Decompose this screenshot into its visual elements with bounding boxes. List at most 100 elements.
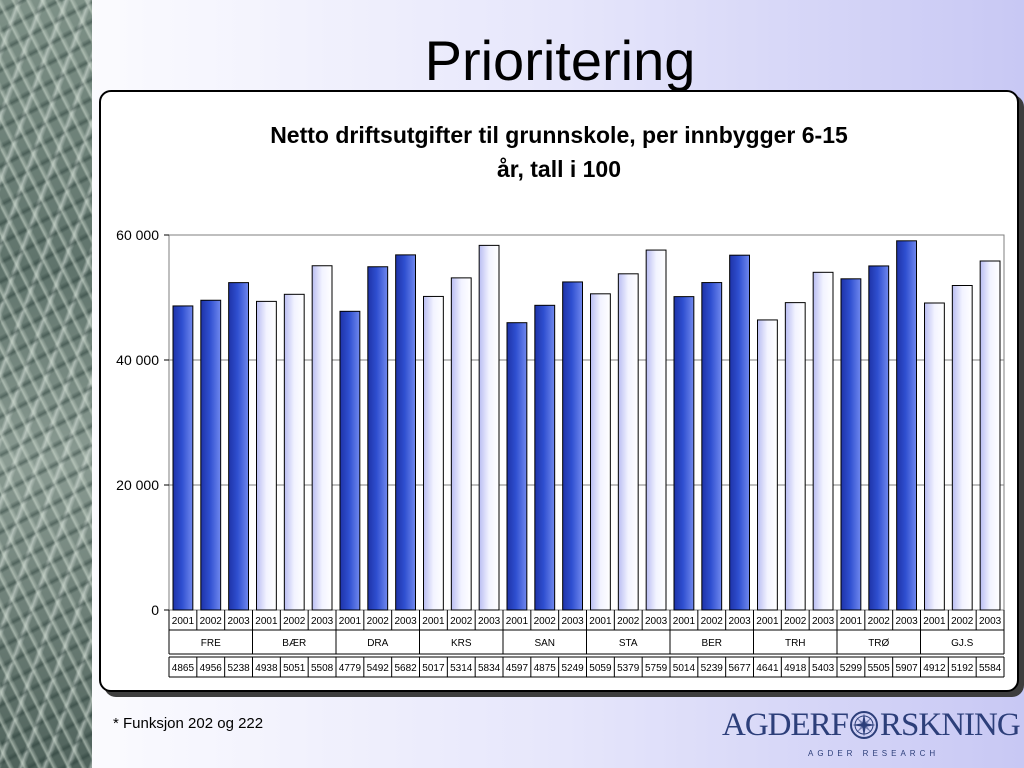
bar: [868, 265, 890, 611]
group-label: TRH: [785, 638, 806, 649]
bar: [812, 271, 834, 611]
slide-title: Prioritering: [424, 29, 696, 92]
value-label: 5239: [701, 663, 724, 674]
value-label: 4597: [506, 663, 529, 674]
bar: [172, 305, 194, 611]
year-label: 2002: [283, 616, 306, 627]
bar: [478, 244, 500, 611]
bar: [450, 277, 472, 611]
bar: [896, 240, 918, 611]
value-label: 5584: [979, 663, 1002, 674]
year-label: 2003: [311, 616, 334, 627]
year-label: 2001: [923, 616, 946, 627]
value-label: 4912: [923, 663, 946, 674]
year-label: 2002: [951, 616, 974, 627]
value-label: 4875: [534, 663, 557, 674]
year-label: 2003: [394, 616, 417, 627]
year-label: 2001: [255, 616, 278, 627]
value-label: 5249: [561, 663, 584, 674]
value-label: 5314: [450, 663, 473, 674]
chart-title: Netto driftsutgifter til grunnskole, per…: [101, 118, 1017, 186]
bar: [339, 310, 361, 611]
value-label: 4865: [172, 663, 195, 674]
compass-rose-icon: [850, 711, 879, 740]
value-label: 5379: [617, 663, 640, 674]
value-label: 4641: [756, 663, 779, 674]
bar: [562, 281, 583, 611]
group-label: TRØ: [868, 638, 889, 649]
value-label: 5759: [645, 663, 668, 674]
year-label: 2002: [617, 616, 640, 627]
value-label: 5834: [478, 663, 501, 674]
value-label: 4779: [339, 663, 362, 674]
value-label: 5051: [283, 663, 306, 674]
chart-title-line-1: Netto driftsutgifter til grunnskole, per…: [270, 122, 848, 148]
bar: [757, 319, 778, 611]
year-label: 2002: [701, 616, 724, 627]
year-label: 2003: [227, 616, 250, 627]
value-label: 5403: [812, 663, 835, 674]
value-label: 5238: [227, 663, 250, 674]
year-label: 2003: [812, 616, 835, 627]
group-label: BÆR: [282, 638, 306, 649]
bar: [840, 278, 862, 611]
bar: [729, 254, 751, 611]
bar: [256, 300, 277, 611]
value-label: 4956: [200, 663, 223, 674]
bar: [701, 282, 723, 611]
logo-wordmark-left: AGDERF: [722, 706, 849, 743]
year-label: 2003: [979, 616, 1002, 627]
bar: [395, 254, 416, 611]
bar: [367, 266, 389, 611]
year-label: 2001: [840, 616, 863, 627]
bar: [534, 304, 556, 611]
value-label: 5505: [868, 663, 891, 674]
y-tick-label: 0: [151, 602, 159, 618]
bar: [673, 296, 695, 611]
logo-wordmark-right: RSKNING: [880, 706, 1021, 743]
bar: [283, 293, 305, 611]
group-label: FRE: [201, 638, 221, 649]
year-label: 2003: [561, 616, 584, 627]
group-label: KRS: [451, 638, 472, 649]
year-label: 2002: [868, 616, 891, 627]
value-label: 5192: [951, 663, 974, 674]
value-label: 5677: [728, 663, 751, 674]
agderforskning-logo: AGDERF RSKNING AGDER RESEARCH: [722, 703, 1021, 765]
bar: [924, 302, 945, 611]
year-label: 2003: [645, 616, 668, 627]
group-label: GJ.S: [951, 638, 974, 649]
year-label: 2002: [367, 616, 390, 627]
y-tick-label: 40 000: [116, 352, 159, 368]
y-tick-label: 60 000: [116, 227, 159, 243]
bar: [979, 260, 1001, 611]
year-label: 2001: [506, 616, 529, 627]
year-label: 2001: [756, 616, 779, 627]
bar: [200, 299, 222, 611]
y-tick-label: 20 000: [116, 477, 159, 493]
year-label: 2003: [895, 616, 918, 627]
year-label: 2002: [784, 616, 807, 627]
chart-panel: Netto driftsutgifter til grunnskole, per…: [99, 90, 1019, 692]
year-label: 2001: [339, 616, 362, 627]
group-label: SAN: [534, 638, 555, 649]
year-label: 2001: [172, 616, 195, 627]
group-label: BER: [701, 638, 722, 649]
bar: [590, 293, 611, 611]
bar: [951, 285, 973, 611]
value-label: 5299: [840, 663, 863, 674]
footnote: * Funksjon 202 og 222: [113, 715, 264, 732]
value-label: 5907: [895, 663, 918, 674]
year-label: 2002: [200, 616, 223, 627]
group-label: STA: [619, 638, 638, 649]
year-label: 2003: [478, 616, 501, 627]
year-label: 2001: [589, 616, 612, 627]
value-label: 4938: [255, 663, 278, 674]
value-label: 5492: [367, 663, 390, 674]
bar: [506, 322, 528, 611]
year-label: 2001: [422, 616, 445, 627]
value-label: 5017: [422, 663, 445, 674]
year-label: 2003: [728, 616, 751, 627]
logo-subtitle: AGDER RESEARCH: [808, 749, 940, 758]
bar: [784, 302, 806, 611]
